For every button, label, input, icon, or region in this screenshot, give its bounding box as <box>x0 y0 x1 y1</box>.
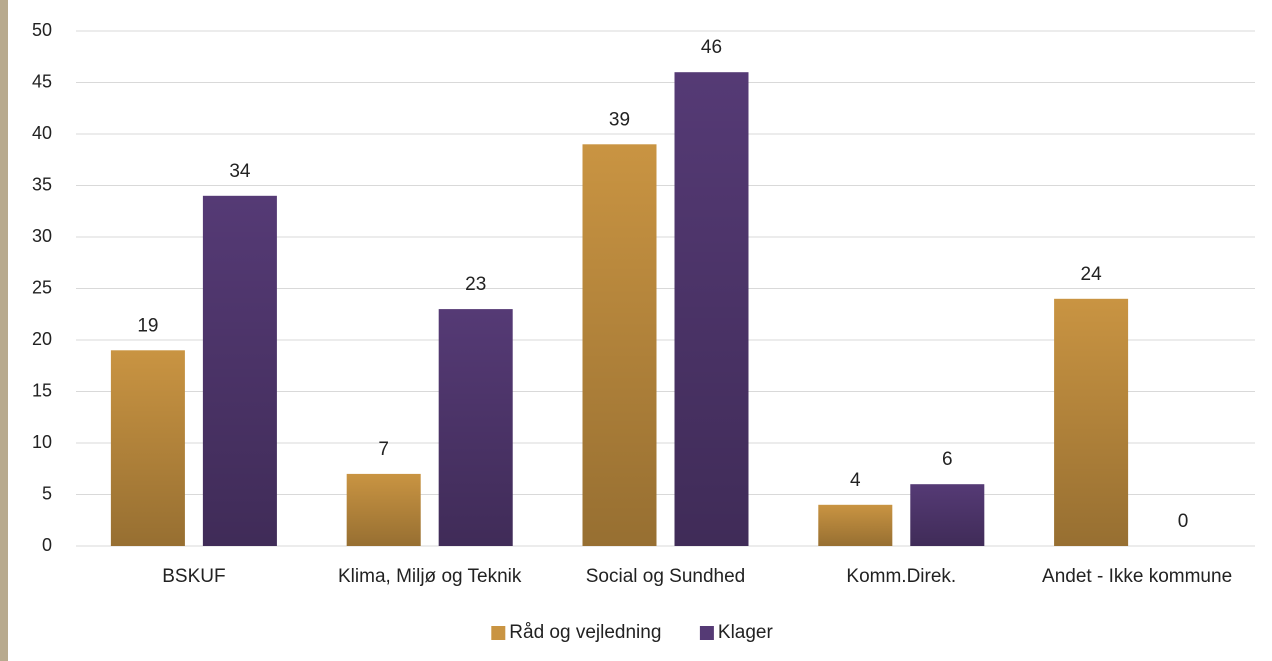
bar-shade <box>674 72 749 546</box>
legend-swatch <box>699 626 714 640</box>
data-label: 23 <box>465 274 486 295</box>
y-tick-label: 10 <box>32 432 52 452</box>
data-label: 0 <box>1178 511 1189 532</box>
y-tick-label: 15 <box>32 380 52 400</box>
data-label: 4 <box>850 470 861 491</box>
bar-shade <box>818 504 893 546</box>
y-tick-label: 0 <box>42 535 52 555</box>
x-tick-label: Andet - Ikke kommune <box>1042 566 1232 587</box>
bar-shade <box>110 350 185 546</box>
y-tick-label: 20 <box>32 329 52 349</box>
legend-swatch <box>491 626 506 640</box>
data-label: 7 <box>378 439 389 460</box>
y-tick-label: 25 <box>32 277 52 297</box>
x-tick-label: BSKUF <box>162 566 225 587</box>
legend-label: Klager <box>718 622 774 643</box>
y-tick-label: 35 <box>32 174 52 194</box>
y-tick-label: 30 <box>32 226 52 246</box>
x-tick-label: Komm.Direk. <box>846 566 956 587</box>
y-tick-label: 40 <box>32 123 52 143</box>
x-tick-label: Social og Sundhed <box>586 566 746 587</box>
data-label: 19 <box>137 315 158 336</box>
bar-shade <box>582 144 657 547</box>
bar-shade <box>438 309 513 546</box>
y-tick-label: 45 <box>32 71 52 91</box>
data-label: 24 <box>1081 264 1103 285</box>
y-tick-label: 50 <box>32 20 52 40</box>
bar-shade <box>346 473 421 546</box>
x-tick-label: Klima, Miljø og Teknik <box>338 566 522 587</box>
bar-shade <box>202 195 277 547</box>
legend-label: Råd og vejledning <box>509 622 661 643</box>
data-label: 6 <box>942 449 953 470</box>
data-label: 39 <box>609 109 630 130</box>
bar-shade <box>910 484 985 546</box>
data-label: 34 <box>229 161 251 182</box>
data-label: 46 <box>701 37 722 58</box>
y-tick-label: 5 <box>42 483 52 503</box>
left-border <box>0 0 8 661</box>
bar-shade <box>1054 298 1129 546</box>
